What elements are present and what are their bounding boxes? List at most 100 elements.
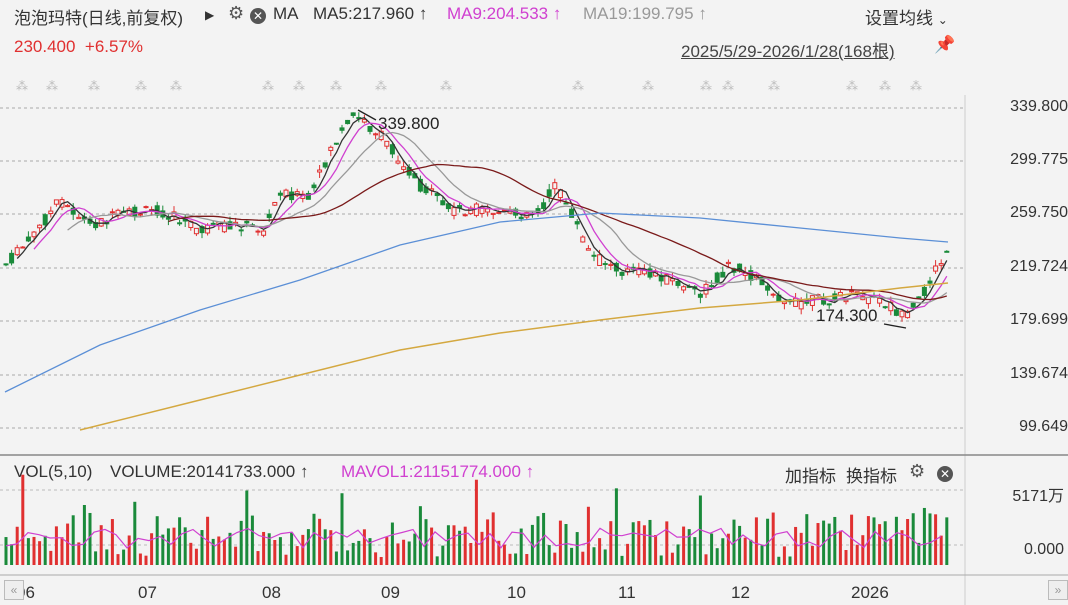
ma19-line	[67, 131, 948, 304]
volume-bar	[474, 479, 478, 565]
candle-body	[865, 296, 871, 305]
volume-bar	[105, 549, 109, 565]
volume-bar	[38, 541, 42, 565]
scroll-right-button[interactable]: »	[1048, 580, 1068, 600]
volume-bar	[519, 528, 523, 565]
volume-bar	[687, 529, 691, 565]
volume-bar	[850, 514, 854, 565]
volume-bar	[239, 520, 243, 565]
volume-bar	[155, 516, 159, 565]
candle-body	[602, 263, 608, 266]
candle-body	[305, 192, 311, 200]
date-range[interactable]: 2025/5/29-2026/1/28(168根)	[681, 42, 895, 61]
volume-bar	[66, 523, 70, 565]
low-arrow	[883, 323, 907, 329]
stock-title[interactable]: 泡泡玛特(日线,前复权)	[14, 4, 183, 29]
volume-gear-icon[interactable]: ⚙	[909, 461, 926, 481]
volume-bar	[738, 525, 742, 565]
volume-bar	[245, 490, 249, 565]
candle-body	[9, 252, 15, 264]
volume-close-icon[interactable]: ✕	[937, 465, 953, 483]
candle-body	[53, 199, 59, 205]
candle-body	[143, 206, 149, 209]
candle-body	[714, 272, 720, 283]
volume-bar	[430, 527, 434, 565]
volume-bar	[782, 546, 786, 565]
candle-body	[367, 126, 373, 132]
ma-settings-button[interactable]: 设置均线 ⌄	[865, 9, 948, 28]
candle-body	[389, 144, 395, 155]
time-axis-label: 2026	[851, 583, 889, 602]
volume-bar	[676, 544, 680, 565]
volume-bar	[486, 519, 490, 565]
candle-body	[272, 201, 278, 206]
volume-bar	[894, 516, 898, 565]
volume-bar	[799, 532, 803, 565]
candle-body	[31, 231, 37, 238]
low-annotation: 174.300	[816, 306, 878, 325]
ma120-line	[4, 212, 949, 393]
volume-axis-bottom: 0.000	[1023, 541, 1064, 558]
volume-bar	[183, 527, 187, 565]
event-marker: ⁂	[46, 79, 58, 93]
volume-bar	[323, 529, 327, 565]
volume-bar	[598, 538, 602, 565]
volume-bar	[833, 516, 837, 565]
volume-bar	[497, 540, 501, 565]
high-annotation: 339.800	[378, 114, 440, 133]
price-axis-label: 219.724	[1010, 258, 1068, 275]
volume-bar	[637, 521, 641, 565]
candle-body	[720, 271, 726, 278]
add-indicator-button[interactable]: 加指标	[785, 467, 836, 486]
candle-body	[76, 216, 82, 220]
volume-bar	[945, 517, 949, 565]
candle-body	[109, 211, 115, 214]
volume-bar	[189, 542, 193, 565]
volume-bar	[631, 522, 635, 565]
volume-bar	[250, 515, 254, 565]
volume-bar	[222, 539, 226, 565]
candle-body	[905, 310, 911, 319]
close-icon[interactable]: ✕	[250, 7, 266, 25]
expand-arrow-icon[interactable]: ▶	[205, 8, 215, 22]
volume-bar	[570, 547, 574, 565]
scroll-left-button[interactable]: «	[4, 580, 24, 600]
candle-body	[266, 213, 272, 218]
candle-body	[137, 213, 143, 216]
volume-bar	[827, 523, 831, 565]
volume-bar	[463, 526, 467, 565]
candle-body	[647, 268, 653, 278]
event-marker: ⁂	[722, 79, 734, 93]
volume-bar	[726, 533, 730, 565]
candle-body	[770, 293, 776, 296]
candle-body	[199, 226, 205, 234]
candle-body	[328, 146, 334, 151]
gear-icon[interactable]: ⚙	[228, 3, 245, 23]
volume-bar	[766, 518, 770, 565]
candle-body	[238, 229, 244, 232]
candle-body	[703, 283, 709, 295]
candle-body	[574, 221, 580, 225]
volume-bar	[872, 517, 876, 565]
volume-bar	[861, 535, 865, 565]
volume-bar	[553, 552, 557, 565]
volume-bar	[379, 556, 383, 565]
candle-body	[255, 230, 261, 233]
volume-bar	[402, 539, 406, 565]
price-axis-label: 259.750	[1010, 204, 1068, 221]
switch-indicator-button[interactable]: 换指标	[846, 467, 897, 486]
volume-bar	[586, 506, 590, 565]
volume-axis-top: 5171万	[1012, 488, 1064, 505]
volume-bar	[654, 535, 658, 565]
volume-bar	[88, 512, 92, 565]
candle-body	[709, 285, 715, 288]
pin-icon[interactable]: 📌	[934, 35, 956, 54]
volume-bar	[150, 533, 154, 565]
volume-bar	[911, 513, 915, 565]
volume-bar	[844, 550, 848, 565]
candle-body	[98, 217, 104, 227]
spacer	[5, 280, 948, 295]
volume-bar	[211, 538, 215, 565]
candle-body	[395, 160, 401, 164]
